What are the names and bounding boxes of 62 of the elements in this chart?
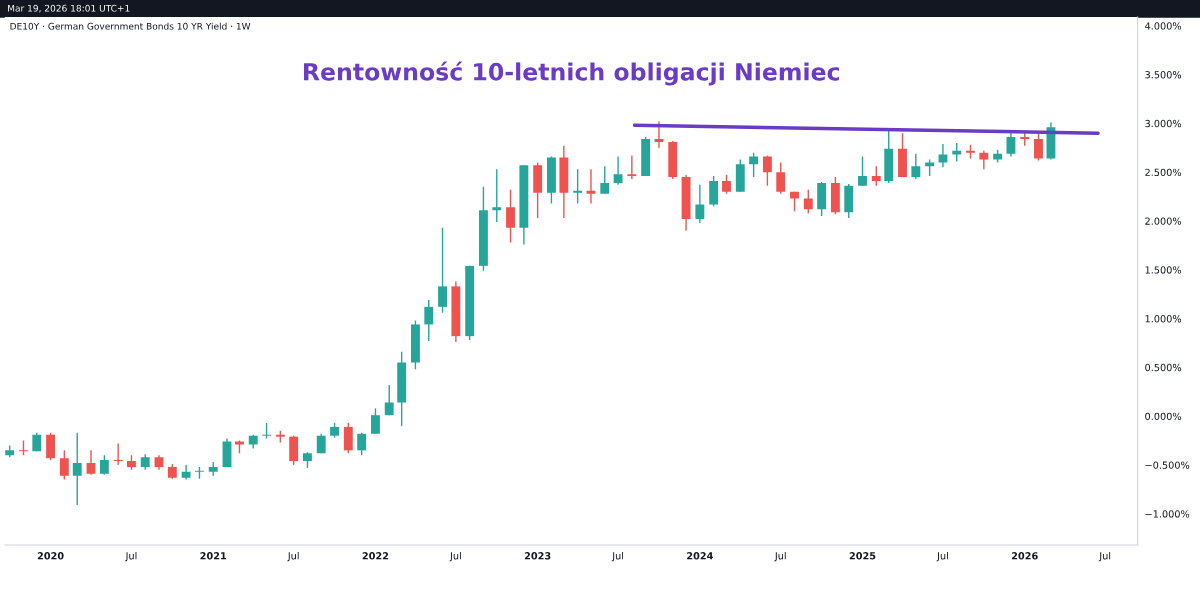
candlestick xyxy=(695,184,705,224)
x-tick-label: 2022 xyxy=(362,552,389,560)
candlestick xyxy=(613,155,623,186)
candlestick xyxy=(492,168,502,223)
x-tick-label: Jul xyxy=(774,551,786,562)
y-tick-label: 2.000% xyxy=(1145,217,1182,225)
candlestick xyxy=(627,154,637,180)
candlestick xyxy=(600,165,610,195)
candlestick xyxy=(72,432,82,506)
y-tick-label: 3.500% xyxy=(1145,71,1182,79)
y-tick-label: −0.500% xyxy=(1145,461,1190,469)
candlestick xyxy=(384,384,394,416)
candlestick xyxy=(357,432,367,456)
text: Mar 19, 2026 18:01 UTC+1 xyxy=(8,4,130,13)
y-tick-label: 2.500% xyxy=(1145,168,1182,177)
candlestick xyxy=(871,165,881,187)
candlestick xyxy=(113,442,123,466)
y-tick-label: 1.000% xyxy=(1145,315,1182,323)
y-tick-label: 1.500% xyxy=(1145,266,1182,274)
x-tick-label: 2021 xyxy=(200,552,227,560)
x-tick-label: 2026 xyxy=(1011,552,1038,560)
x-tick-label: 2023 xyxy=(524,552,551,560)
x-tick-label: 2025 xyxy=(849,552,876,560)
x-tick-label: Jul xyxy=(1098,551,1111,562)
y-tick-label: 0.000% xyxy=(1145,412,1182,420)
y-tick-label: 0.500% xyxy=(1145,363,1182,372)
candlestick xyxy=(506,189,515,244)
candlestick xyxy=(86,449,96,476)
candlestick xyxy=(749,151,759,178)
annotation: DE10Y · German Government Bonds 10 YR Yield · 1W xyxy=(10,22,251,30)
x-tick-label: Jul xyxy=(936,551,948,562)
candlestick xyxy=(858,155,867,187)
x-tick-label: 2024 xyxy=(687,552,713,560)
candlestick xyxy=(46,432,56,461)
candlestick xyxy=(343,422,353,454)
candlestick xyxy=(370,407,380,435)
x-tick-label: Jul xyxy=(449,551,461,562)
candlestick xyxy=(424,299,434,342)
candlestick xyxy=(573,168,583,205)
y-tick-label: 3.000% xyxy=(1145,119,1182,128)
candlestick xyxy=(952,142,962,163)
candlestick xyxy=(911,152,921,180)
candlestick xyxy=(654,120,664,149)
candlestick xyxy=(762,154,772,187)
x-tick-label: Jul xyxy=(611,551,624,562)
x-tick-label: 2020 xyxy=(37,552,64,560)
x-tick-label: Jul xyxy=(287,551,299,562)
candlestick xyxy=(438,227,447,314)
y-tick-label: −1.000% xyxy=(1145,510,1190,518)
x-tick-label: Jul xyxy=(125,551,137,562)
text: Rentowność 10-letnich obligacji Niemiec xyxy=(304,61,839,86)
candlestick xyxy=(803,189,813,214)
candlestick xyxy=(776,161,786,195)
candlestick xyxy=(1034,133,1043,162)
candlestick xyxy=(722,174,731,195)
y-tick-label: 4.000% xyxy=(1145,22,1182,30)
candlestick xyxy=(586,168,596,205)
candlestick xyxy=(709,175,719,208)
candlestick xyxy=(181,464,191,481)
candlestick xyxy=(1006,130,1016,158)
candlestick xyxy=(59,449,69,481)
candlestick xyxy=(99,454,109,476)
